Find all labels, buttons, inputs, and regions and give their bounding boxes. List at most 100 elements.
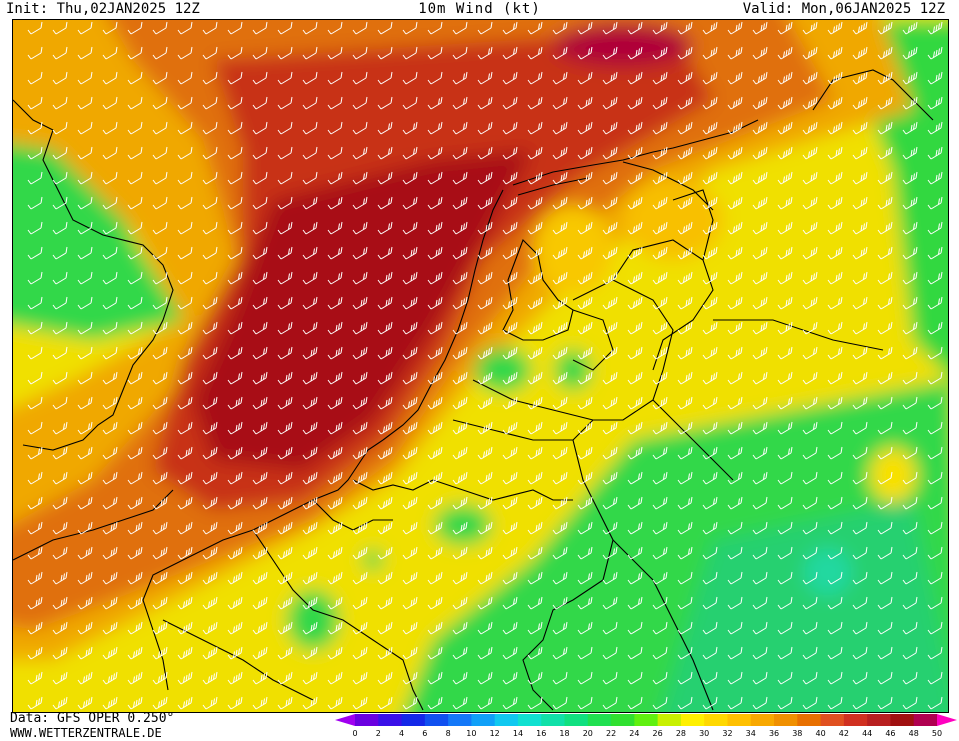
wind-barb (852, 521, 868, 535)
wind-barb (877, 496, 893, 510)
wind-barb (27, 421, 43, 435)
wind-barb (602, 46, 618, 60)
wind-barb (427, 296, 443, 310)
wind-barb (477, 221, 493, 235)
wind-barb (627, 596, 643, 610)
wind-barb (277, 246, 293, 260)
wind-barb (902, 296, 918, 310)
wind-barb (77, 571, 93, 585)
wind-barb (102, 546, 118, 560)
wind-barb (802, 21, 818, 35)
wind-barb (702, 621, 718, 635)
wind-barb (152, 21, 168, 35)
wind-barb (602, 521, 618, 535)
wind-barb (702, 671, 718, 685)
wind-barb (752, 596, 768, 610)
wind-barb (577, 171, 593, 185)
wind-barb (452, 696, 468, 710)
legend-tick-label: 20 (583, 729, 593, 738)
wind-field-svg (13, 20, 948, 712)
wind-barb (77, 671, 93, 685)
wind-barb (327, 96, 343, 110)
wind-barb (52, 46, 68, 60)
wind-barb (702, 321, 718, 335)
wind-barb (877, 321, 893, 335)
wind-barb (777, 296, 793, 310)
wind-barb (502, 221, 518, 235)
wind-barb (27, 621, 43, 635)
wind-barb (702, 396, 718, 410)
wind-barb (652, 96, 668, 110)
wind-barb (302, 596, 318, 610)
wind-barb (302, 396, 318, 410)
wind-barb (502, 96, 518, 110)
wind-barb (177, 171, 193, 185)
wind-barb (377, 196, 393, 210)
wind-barb (652, 46, 668, 60)
legend-tick-label: 36 (769, 729, 779, 738)
legend-color-swatch (727, 714, 752, 726)
wind-barb (602, 196, 618, 210)
wind-barb (127, 496, 143, 510)
wind-barb (577, 21, 593, 35)
wind-speed-map[interactable] (12, 19, 949, 713)
wind-barb (527, 696, 543, 710)
wind-barb (277, 646, 293, 660)
wind-barb (902, 321, 918, 335)
wind-barb (202, 546, 218, 560)
wind-barb (277, 46, 293, 60)
legend-color-swatch (448, 714, 472, 726)
wind-barb (202, 671, 218, 685)
wind-barb (727, 21, 743, 35)
wind-barb (102, 696, 118, 710)
wind-barb (127, 96, 143, 110)
wind-barb (527, 471, 543, 485)
legend-over-arrow (937, 714, 957, 726)
wind-barb (427, 546, 443, 560)
wind-barb (727, 696, 743, 710)
wind-barb (52, 446, 68, 460)
wind-barb (352, 346, 368, 360)
wind-barb (702, 521, 718, 535)
wind-barb (927, 446, 943, 460)
wind-barb (727, 46, 743, 60)
wind-barb (177, 121, 193, 135)
wind-barb (277, 271, 293, 285)
wind-barb (202, 71, 218, 85)
wind-barb (752, 646, 768, 660)
wind-barb (827, 246, 843, 260)
wind-barb (552, 221, 568, 235)
wind-barb (52, 671, 68, 685)
wind-barb (302, 571, 318, 585)
wind-barb (752, 471, 768, 485)
wind-barb (602, 671, 618, 685)
wind-barb (102, 646, 118, 660)
wind-barb (27, 346, 43, 360)
wind-barb (777, 146, 793, 160)
wind-barb (527, 96, 543, 110)
wind-barb (677, 571, 693, 585)
site-url-link[interactable]: WWW.WETTERZENTRALE.DE (10, 726, 162, 740)
wind-barb (502, 671, 518, 685)
wind-barb (277, 421, 293, 435)
wind-barb (152, 171, 168, 185)
wind-barb (77, 646, 93, 660)
wind-barb (77, 121, 93, 135)
wind-barb (327, 121, 343, 135)
wind-barb (402, 571, 418, 585)
wind-barb (727, 621, 743, 635)
wind-barb (452, 171, 468, 185)
wind-barb (227, 296, 243, 310)
wind-barb (377, 246, 393, 260)
wind-barb (827, 371, 843, 385)
wind-barb (852, 96, 868, 110)
wind-barb (627, 546, 643, 560)
wind-barb (377, 571, 393, 585)
wind-barb (427, 621, 443, 635)
wind-barb (752, 196, 768, 210)
wind-barb (402, 296, 418, 310)
wind-barb (577, 296, 593, 310)
wind-barb (777, 396, 793, 410)
wind-barb (202, 696, 218, 710)
wind-barb (352, 221, 368, 235)
